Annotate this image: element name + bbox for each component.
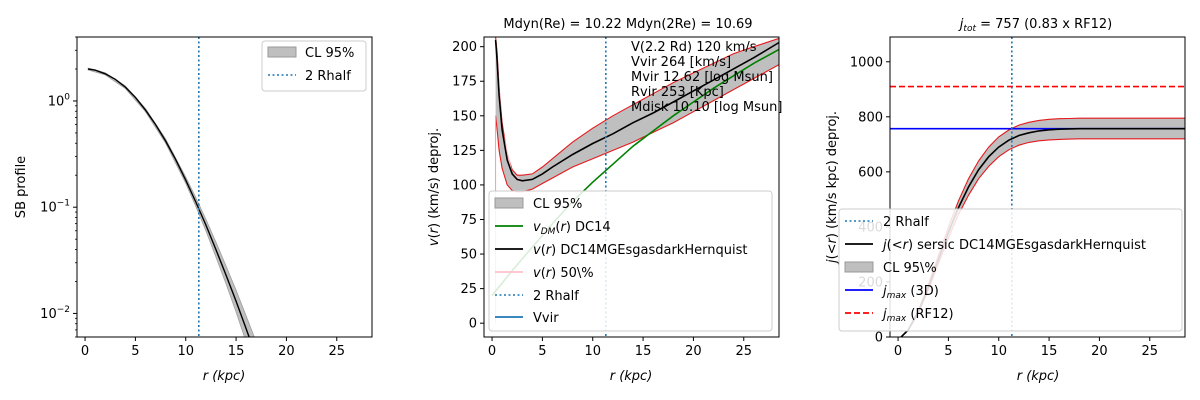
j-xlabel: r (kpc): [1017, 369, 1060, 384]
x-tick-label: 0: [81, 344, 89, 359]
x-tick-label: 5: [131, 344, 139, 359]
legend-label: CL 95\%: [883, 261, 937, 276]
x-tick-label: 0: [488, 344, 496, 359]
x-tick-label: 10: [990, 344, 1007, 359]
v-total-line: [494, 39, 779, 182]
annotation-line: V(2.2 Rd) 120 km/s: [631, 40, 757, 55]
x-tick-label: 20: [685, 344, 702, 359]
velocity-xlabel: r (kpc): [610, 369, 653, 384]
legend-swatch-cl95: [494, 197, 524, 209]
velocity-panel: Mdyn(Re) = 10.22 Mdyn(2Re) = 10.69 0 5 10 1…: [427, 17, 782, 384]
y-tick-label: 10−1: [40, 199, 70, 216]
legend-label: 2 Rhalf: [305, 69, 351, 84]
y-tick-label: 100: [452, 178, 477, 193]
y-tick-label: 175: [452, 75, 477, 90]
x-tick-label: 15: [228, 344, 245, 359]
y-tick-label: 0: [469, 317, 477, 332]
cl95-lower-edge: [495, 64, 779, 193]
legend-label-vdm: vDM(r) DC14: [533, 220, 611, 237]
annotation-line: Vvir 264 [km/s]: [631, 55, 731, 70]
annotation-line: Mdisk 10.10 [log Msun]: [631, 100, 782, 115]
j-axes-frame: [889, 36, 1186, 338]
x-tick-label: 25: [1141, 344, 1158, 359]
legend-label: Vvir: [533, 311, 559, 326]
x-tick-label: 15: [635, 344, 652, 359]
y-tick-label: 50: [460, 248, 477, 263]
cl95-band: [495, 37, 779, 192]
x-tick-label: 20: [1091, 344, 1108, 359]
sb-profile-line: [87, 68, 250, 337]
y-tick-label: 25: [460, 282, 477, 297]
legend-label-v50: v(r) 50\%: [533, 266, 594, 281]
legend-label-jmax3d: jmax (3D): [881, 284, 939, 301]
legend-label-v: v(r) DC14MGEsgasdarkHernquist: [533, 243, 747, 258]
y-tick-label: 0: [875, 331, 883, 346]
sb-legend: CL 95% 2 Rhalf: [261, 40, 367, 92]
sb-ylabel: SB profile: [14, 156, 29, 218]
x-tick-label: 25: [328, 344, 345, 359]
x-tick-label: 10: [177, 344, 194, 359]
j-legend: 2 Rhalf j(<r) sersic DC14MGEsgasdarkHern…: [838, 208, 1183, 332]
y-tick-label: 200: [452, 40, 477, 55]
annotation-line: Mvir 12.62 [log Msun]: [631, 70, 773, 85]
y-tick-label: 600: [858, 165, 883, 180]
sb-profile-panel: 0 5 10 15 20 25 100 10−1 10−2 r (kpc) SB profile…: [14, 36, 373, 384]
velocity-annotation: V(2.2 Rd) 120 km/s Vvir 264 [km/s] Mvir …: [631, 40, 782, 115]
sb-xlabel: r (kpc): [203, 369, 246, 384]
x-tick-label: 10: [584, 344, 601, 359]
x-tick-label: 5: [944, 344, 952, 359]
legend-label: CL 95%: [305, 46, 354, 61]
x-tick-label: 0: [894, 344, 902, 359]
x-tick-label: 25: [735, 344, 752, 359]
velocity-title: Mdyn(Re) = 10.22 Mdyn(2Re) = 10.69: [503, 17, 752, 32]
y-tick-label: 125: [452, 144, 477, 159]
y-tick-label: 75: [460, 213, 477, 228]
x-tick-label: 15: [1041, 344, 1058, 359]
y-tick-label: 100: [48, 92, 71, 109]
y-tick-label: 10−2: [40, 305, 70, 322]
legend-swatch-cl95: [844, 261, 874, 273]
legend-label: 2 Rhalf: [883, 215, 929, 230]
legend-label: CL 95%: [533, 197, 582, 212]
x-tick-label: 20: [278, 344, 295, 359]
jtot-title: jtot = 757 (0.83 x RF12): [958, 17, 1112, 34]
legend-label-j: j(<r) sersic DC14MGEsgasdarkHernquist: [881, 238, 1146, 253]
velocity-axes-frame: [483, 36, 780, 338]
annotation-line: Rvir 253 [Kpc]: [631, 85, 724, 100]
y-tick-label: 150: [452, 109, 477, 124]
velocity-ylabel: v(r) (km/s) deproj.: [427, 128, 442, 246]
x-tick-label: 5: [538, 344, 546, 359]
y-tick-label: 1000: [850, 55, 883, 70]
y-tick-label: 800: [858, 110, 883, 125]
legend-swatch-cl95: [267, 46, 297, 58]
cl95-band: [87, 67, 255, 337]
sb-axes-frame: [76, 36, 373, 338]
angular-momentum-panel: jtot = 757 (0.83 x RF12) 051015202502004…: [825, 17, 1186, 384]
legend-label-jmaxrf12: jmax (RF12): [881, 307, 954, 324]
legend-label: 2 Rhalf: [533, 289, 579, 304]
j-ylabel: j(<r) (km/s kpc) deproj.: [825, 111, 840, 265]
velocity-legend: CL 95% vDM(r) DC14 v(r) DC14MGEsgasdarkH…: [488, 190, 773, 332]
